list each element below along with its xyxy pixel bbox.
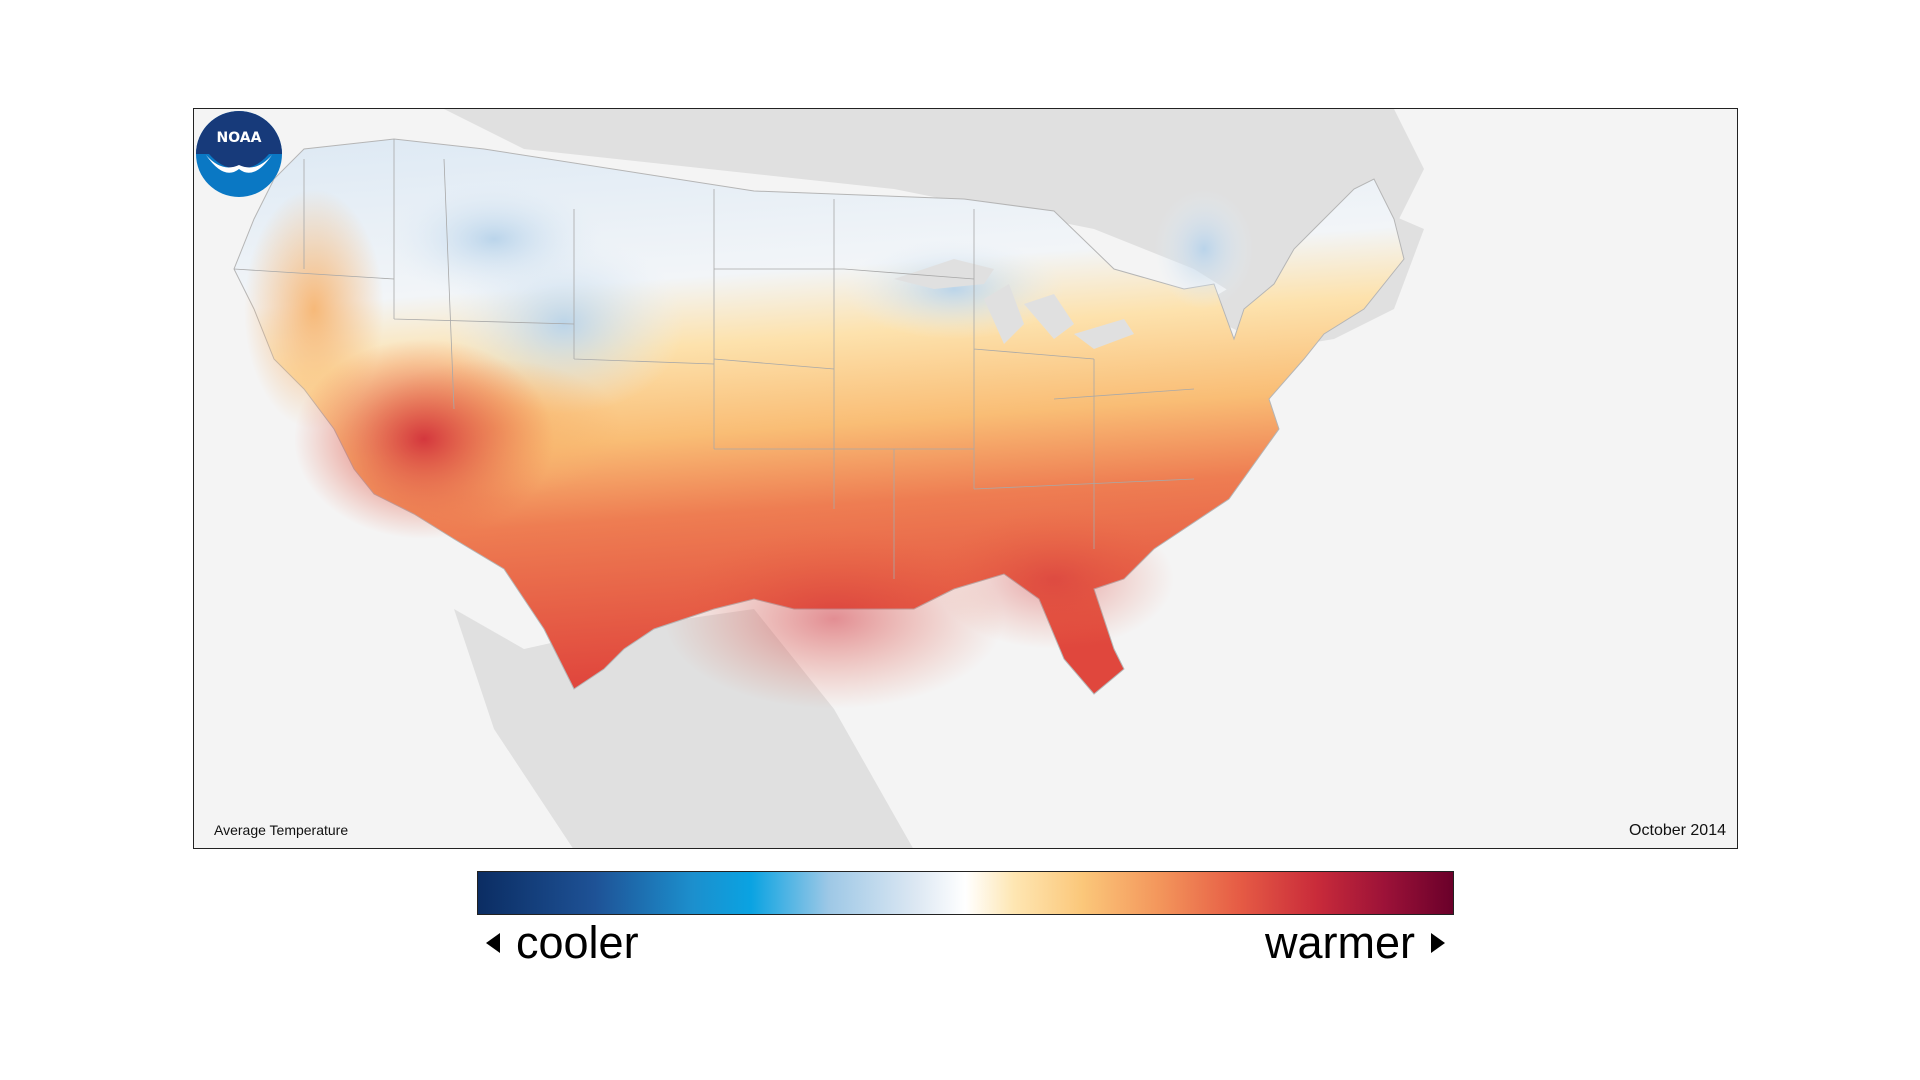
map-canvas [233,109,1424,848]
color-scale-bar [477,871,1454,915]
great-lakes [894,259,1134,349]
scale-high-label-group: warmer [1265,915,1445,971]
map-title: Average Temperature [214,822,349,838]
noaa-logo-text: NOAA [217,130,262,146]
right-triangle-icon [1431,933,1445,953]
temperature-map: NOAA Average Temperature October 2014 [193,108,1738,849]
scale-low-label-group: cooler [486,915,639,971]
state-borders [233,139,1195,579]
left-triangle-icon [486,933,500,953]
noaa-logo: NOAA [196,111,282,197]
map-date: October 2014 [1629,822,1726,839]
scale-high-label: warmer [1264,917,1415,968]
canada-land [444,109,1424,319]
scale-low-label: cooler [516,917,639,968]
